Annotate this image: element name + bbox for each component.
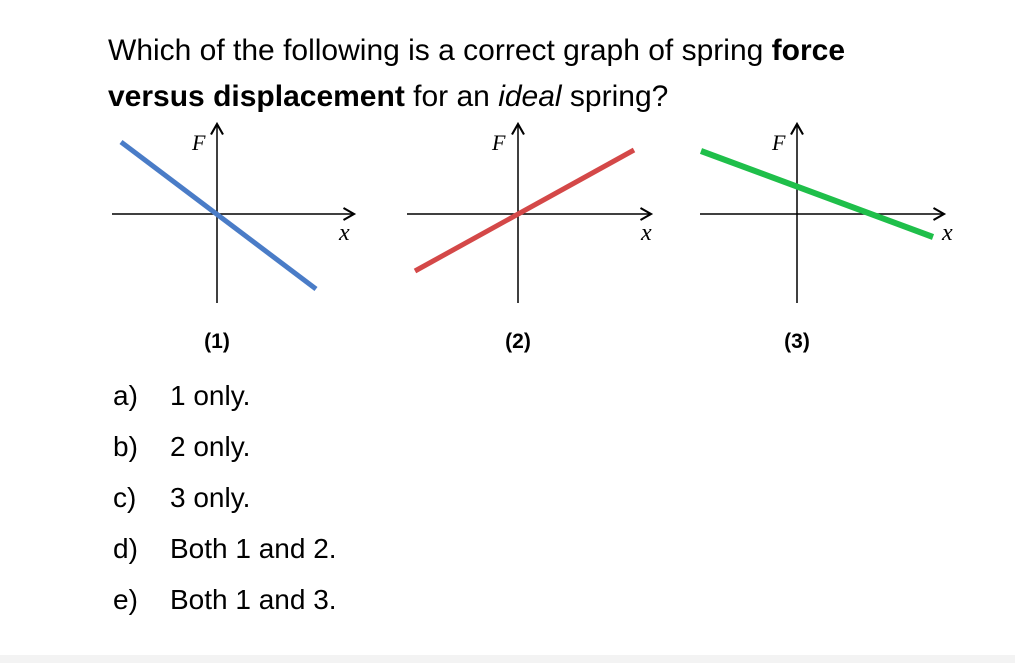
option-letter: e) bbox=[113, 584, 138, 615]
x-axis-label: x bbox=[640, 220, 652, 246]
question-part: spring? bbox=[561, 80, 669, 113]
graph-caption-2: (2) bbox=[505, 330, 531, 353]
y-axis-label: F bbox=[191, 130, 206, 155]
question-bold: force bbox=[771, 34, 846, 67]
answer-options: a) 1 only. b) 2 only. c) 3 only. d) Both 1 a… bbox=[113, 374, 337, 629]
question-text: Which of the following is a correct grap… bbox=[108, 28, 845, 120]
question-part: for an bbox=[404, 80, 499, 113]
option-text: 1 only. bbox=[170, 380, 251, 411]
option-d[interactable]: d) Both 1 and 2. bbox=[113, 527, 337, 578]
option-letter: a) bbox=[113, 380, 138, 411]
force-line bbox=[699, 148, 935, 240]
graph-caption-3: (3) bbox=[784, 330, 810, 353]
x-axis-label: x bbox=[338, 220, 350, 246]
y-axis-label: F bbox=[771, 130, 786, 155]
graph-3: F x bbox=[699, 121, 953, 303]
x-axis-label: x bbox=[941, 220, 953, 246]
option-a[interactable]: a) 1 only. bbox=[113, 374, 337, 425]
force-line bbox=[413, 147, 636, 274]
option-c[interactable]: c) 3 only. bbox=[113, 476, 337, 527]
graph-2: F x bbox=[407, 121, 654, 303]
option-letter: c) bbox=[113, 482, 137, 513]
bottom-strip bbox=[0, 655, 1015, 663]
option-letter: d) bbox=[113, 533, 138, 564]
option-letter: b) bbox=[113, 431, 138, 462]
question-italic: ideal bbox=[498, 80, 562, 113]
option-text: 2 only. bbox=[170, 431, 251, 462]
question-bold: versus displacement bbox=[108, 80, 405, 113]
option-text: Both 1 and 2. bbox=[170, 533, 337, 564]
option-text: Both 1 and 3. bbox=[170, 584, 337, 615]
option-e[interactable]: e) Both 1 and 3. bbox=[113, 578, 337, 629]
y-axis-label: F bbox=[491, 130, 506, 155]
option-text: 3 only. bbox=[170, 482, 251, 513]
graph-1: F x bbox=[112, 121, 357, 303]
option-b[interactable]: b) 2 only. bbox=[113, 425, 337, 476]
graph-caption-1: (1) bbox=[204, 330, 230, 353]
force-line bbox=[119, 140, 318, 291]
question-part: Which of the following is a correct grap… bbox=[108, 34, 772, 67]
